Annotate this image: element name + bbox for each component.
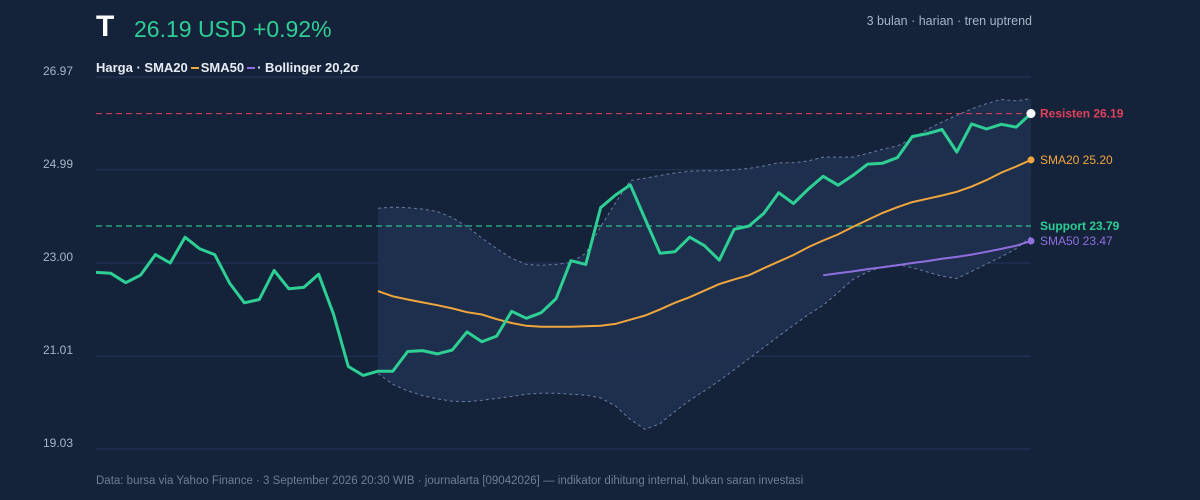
price-end-dot xyxy=(1026,109,1036,119)
bollinger-fill xyxy=(378,98,1031,430)
chart-legend: Harga · SMA20 SMA50 · Bollinger 20,2σ xyxy=(96,60,359,75)
y-tick-label: 23.00 xyxy=(43,250,73,264)
sma20-end-dot xyxy=(1027,156,1035,164)
bollinger-lower-line xyxy=(377,236,1032,430)
bollinger-band xyxy=(377,98,1032,430)
legend-bollinger: · Bollinger 20,2σ xyxy=(257,60,360,75)
legend-price-sma20: Harga · SMA20 xyxy=(96,60,188,75)
y-tick-label: 24.99 xyxy=(43,157,73,171)
sma50-end-dot xyxy=(1027,237,1035,245)
bollinger-upper-line xyxy=(377,98,1032,266)
sma50-end-label: SMA50 23.47 xyxy=(1040,234,1113,248)
y-tick-label: 26.97 xyxy=(43,64,73,78)
legend-sma20-swatch xyxy=(190,66,199,69)
sma50-line xyxy=(823,240,1032,277)
resisten-label: Resisten 26.19 xyxy=(1040,107,1124,121)
sma20-line xyxy=(377,158,1032,328)
level-lines: Resisten 26.19 Support 23.79 xyxy=(96,107,1124,233)
sma20-end-label: SMA20 25.20 xyxy=(1040,153,1113,167)
legend-sma50: SMA50 xyxy=(200,60,245,75)
y-tick-label: 21.01 xyxy=(43,343,73,357)
price-change: 26.19 USD +0.92% xyxy=(134,16,332,42)
legend-sma50-swatch xyxy=(247,66,256,69)
y-tick-label: 19.03 xyxy=(43,436,73,450)
footer-note: Data: bursa via Yahoo Finance · 3 Septem… xyxy=(96,475,804,487)
price-line xyxy=(95,112,1033,377)
ticker-symbol: T xyxy=(96,10,115,43)
y-axis-ticks: 26.97 24.99 23.00 21.01 19.03 xyxy=(43,64,73,450)
support-label: Support 23.79 xyxy=(1040,219,1120,233)
end-markers: SMA20 25.20 SMA50 23.47 xyxy=(1026,109,1113,248)
period-info: 3 bulan · harian · tren uptrend xyxy=(866,14,1032,28)
series-lines xyxy=(95,112,1033,377)
